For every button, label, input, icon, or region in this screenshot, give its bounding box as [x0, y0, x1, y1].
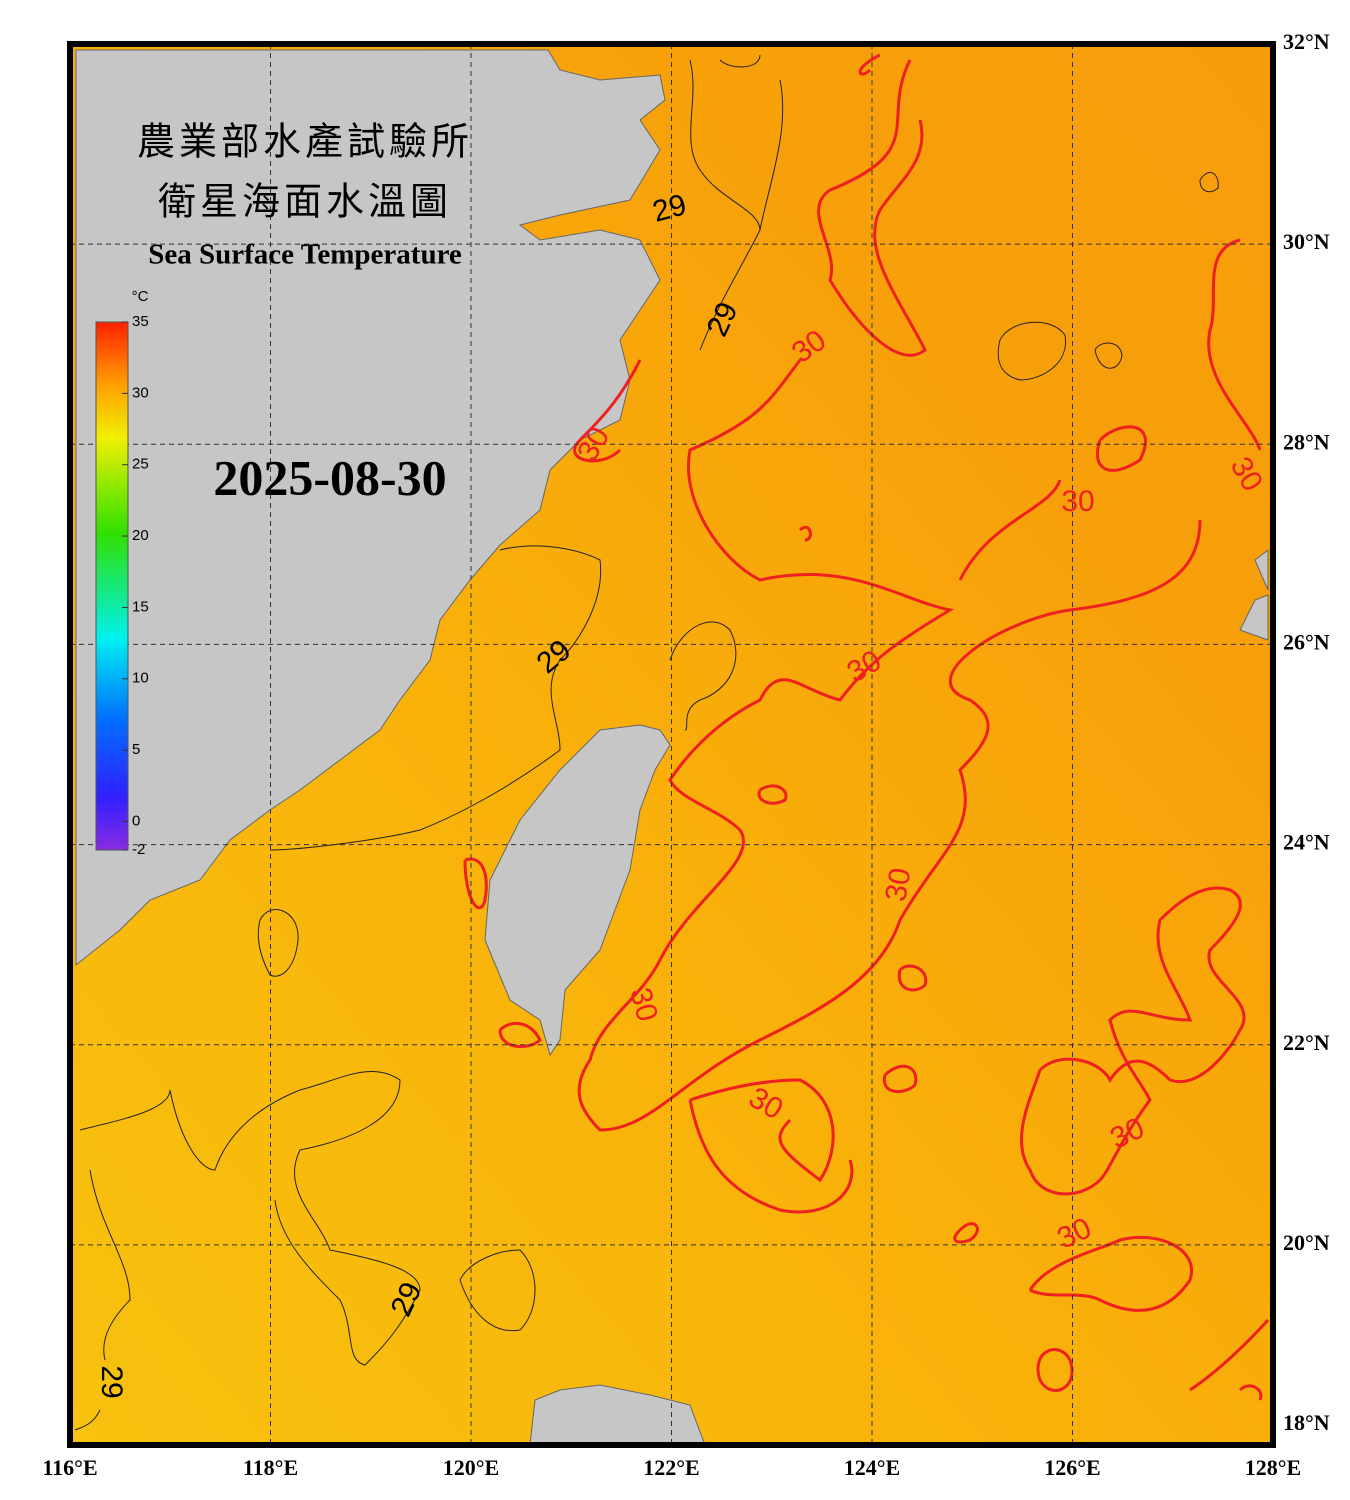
title-zh: 農業部水產試驗所 — [137, 120, 473, 164]
land-luzon — [529, 1384, 706, 1446]
colorbar-label: 35 — [132, 313, 149, 330]
colorbar-label: 30 — [132, 384, 149, 401]
colorbar-label: 25 — [132, 456, 149, 473]
map-frame — [67, 41, 1276, 1448]
colorbar-label: -2 — [132, 841, 145, 858]
lon-label: 126°E — [1044, 1455, 1100, 1480]
colorbar-label: 0 — [132, 812, 140, 829]
lat-label: 28°N — [1283, 429, 1330, 454]
lat-label: 26°N — [1283, 629, 1330, 654]
title-en: Sea Surface Temperature — [148, 239, 462, 271]
colorbar-unit: °C — [132, 288, 149, 305]
colorbar-label: 5 — [132, 741, 140, 758]
lon-label: 124°E — [844, 1455, 900, 1480]
date: 2025-08-30 — [213, 449, 446, 505]
lat-label: 22°N — [1283, 1030, 1330, 1055]
lon-label: 116°E — [42, 1455, 97, 1480]
lon-label: 118°E — [243, 1455, 298, 1480]
lon-label: 120°E — [443, 1455, 499, 1480]
contour-label: 30 — [879, 865, 917, 904]
colorbar-label: 10 — [132, 670, 149, 687]
lon-label: 128°E — [1245, 1455, 1301, 1480]
lat-label: 24°N — [1283, 830, 1330, 855]
colorbar — [95, 321, 129, 851]
contour-29 — [74, 54, 1219, 1431]
land-taiwan — [484, 724, 671, 1057]
title-zh: 衛星海面水溫圖 — [158, 180, 452, 224]
lat-label: 18°N — [1283, 1410, 1330, 1435]
colorbar-label: 20 — [132, 527, 149, 544]
contour-label: 30 — [1061, 485, 1094, 518]
lat-label: 32°N — [1283, 29, 1330, 54]
lat-label: 20°N — [1283, 1230, 1330, 1255]
colorbar-label: 15 — [132, 598, 149, 615]
lat-label: 30°N — [1283, 229, 1330, 254]
lon-label: 122°E — [643, 1455, 699, 1480]
graticule — [70, 44, 1273, 1445]
land-islands — [1239, 548, 1269, 641]
contour-label: 29 — [95, 1365, 128, 1398]
contour-30 — [463, 53, 1270, 1401]
